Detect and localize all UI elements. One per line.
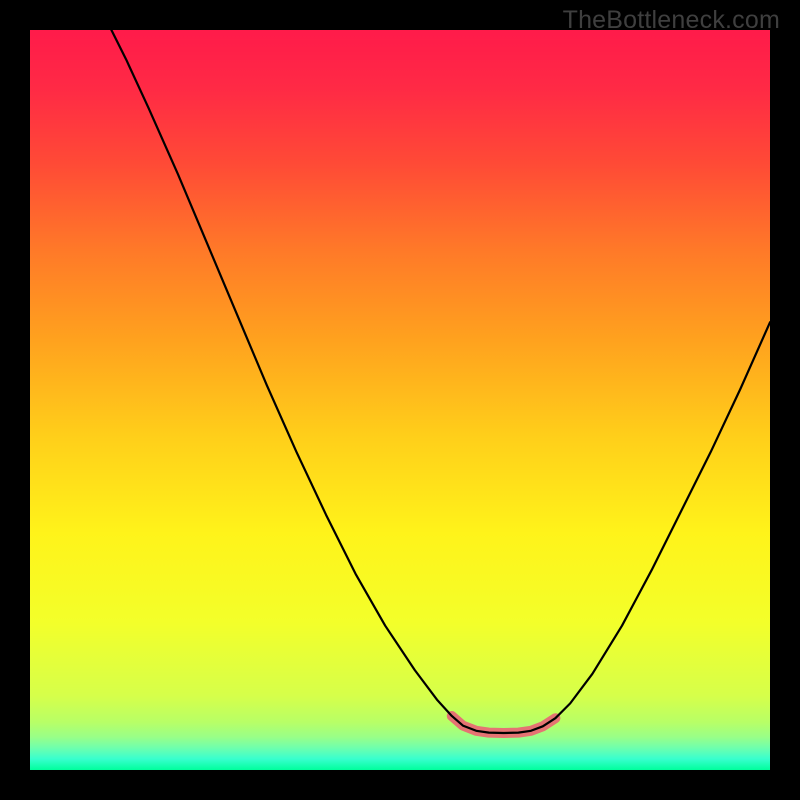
chart-frame: TheBottleneck.com <box>0 0 800 800</box>
gradient-background <box>30 30 770 770</box>
watermark-text: TheBottleneck.com <box>563 6 780 35</box>
bottleneck-curve-plot <box>0 0 800 800</box>
